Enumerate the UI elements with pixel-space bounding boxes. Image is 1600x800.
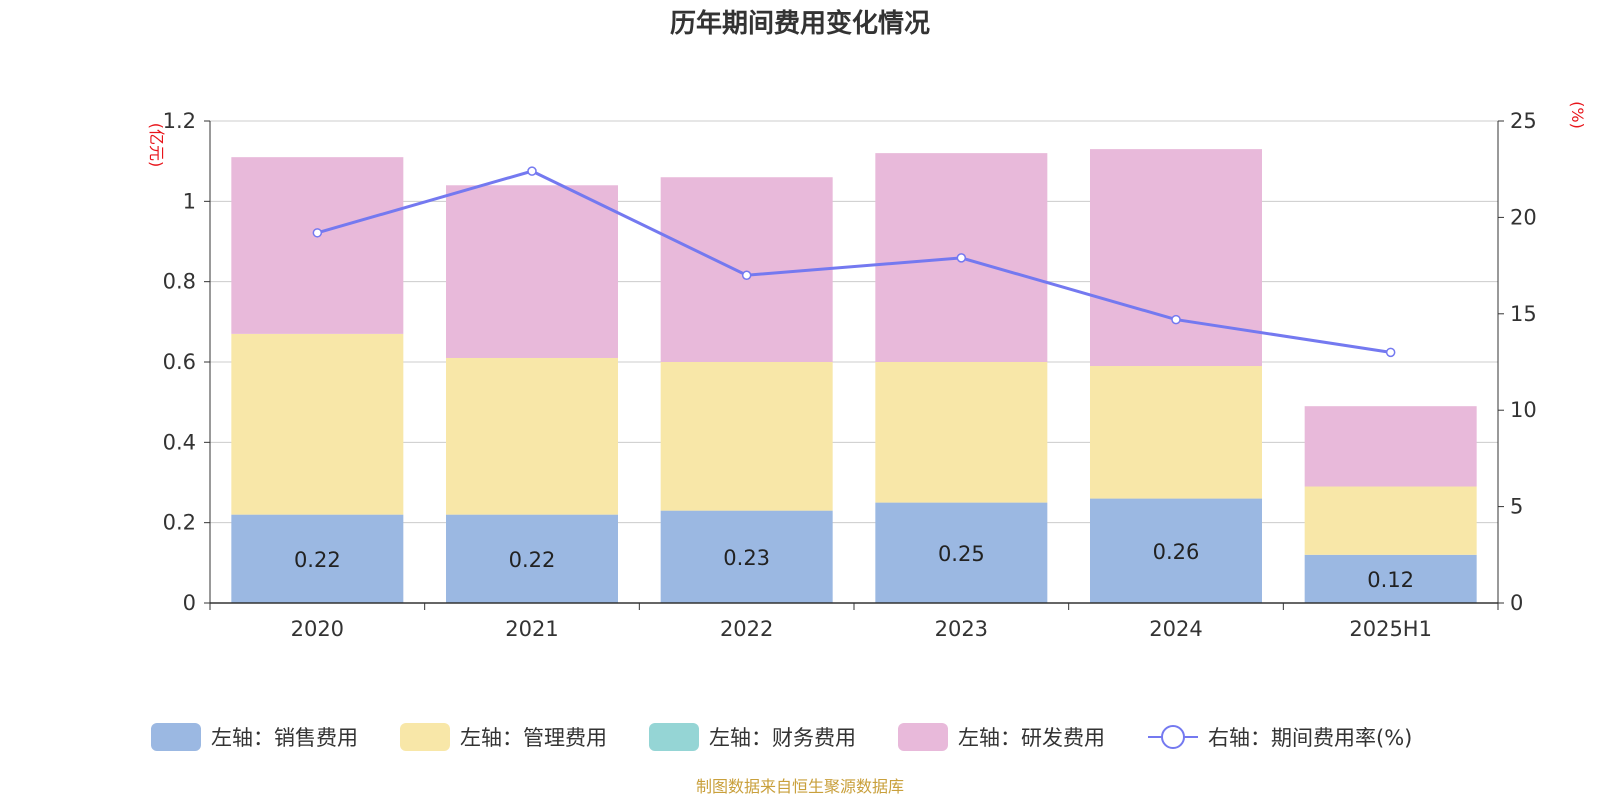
left-tick-label: 1.2 [163,109,196,133]
bar-segment [446,185,618,358]
left-tick-label: 0.4 [163,430,196,454]
bar-value-label: 0.26 [1153,540,1200,564]
x-tick-label: 2021 [505,617,558,641]
bar-segment [446,514,618,603]
legend-label: 右轴：期间费用率(%) [1208,726,1412,750]
x-tick-label: 2020 [291,617,344,641]
left-tick-label: 0.2 [163,511,196,535]
bar-segment [875,362,1048,503]
chart-title: 历年期间费用变化情况 [670,8,930,39]
right-axis-unit: (%) [1568,101,1587,129]
bar-segment [231,157,404,334]
left-tick-label: 1 [183,189,196,213]
bar-value-label: 0.22 [509,548,556,572]
bar-segment [1304,406,1477,487]
left-axis-unit: (亿元) [147,123,166,168]
legend-swatch [151,723,201,751]
bar-segment [1090,149,1262,367]
rate-point [1171,314,1181,325]
bar-segment [1304,486,1477,555]
right-tick-label: 20 [1510,205,1537,229]
bar-value-label: 0.22 [294,548,341,572]
legend-label: 左轴：财务费用 [709,726,856,750]
bar-segment [231,514,404,603]
legend-swatch [898,723,948,751]
rate-point [527,166,537,176]
bar-segment [1304,554,1477,603]
bar-value-label: 0.12 [1367,568,1414,592]
bar-segment [1090,498,1262,603]
x-tick-label: 2025H1 [1349,617,1432,641]
legend: 左轴：销售费用 左轴：管理费用 左轴：财务费用 左轴：研发费用 右轴：期间费用率(%) [151,723,1412,751]
source-note: 制图数据来自恒生聚源数据库 [696,777,904,796]
right-tick-label: 5 [1510,495,1523,519]
right-tick-label: 25 [1510,109,1537,133]
legend-label: 左轴：研发费用 [958,726,1105,750]
bar-value-label: 0.23 [723,546,770,570]
legend-label: 左轴：管理费用 [460,726,607,750]
legend-swatch [400,723,450,751]
left-tick-label: 0.8 [163,270,196,294]
bar-segment [660,510,833,603]
bar-segment [446,357,618,515]
rate-point [1385,347,1396,358]
x-tick-label: 2024 [1149,617,1202,641]
legend-swatch [649,723,699,751]
rate-point [312,228,323,238]
legend-marker [1161,725,1185,749]
bar-segment [875,502,1048,603]
right-tick-label: 15 [1510,302,1537,326]
x-tick-label: 2023 [935,617,988,641]
x-tick-label: 2022 [720,617,773,641]
rate-line [312,166,1396,358]
rate-point [956,253,967,263]
bar-segment [231,333,404,515]
axes: 0 0.2 0.4 0.6 0.8 1 1.2 0 5 10 15 20 25 2020 2021 2022 2… [163,109,1537,641]
bar-segment [660,362,833,511]
left-tick-label: 0 [183,591,196,615]
right-tick-label: 0 [1510,591,1523,615]
rate-line-path [316,169,1391,354]
left-tick-label: 0.6 [163,350,196,374]
grid-lines [210,120,1498,524]
bars: 0.22 0.22 0.23 0.25 0.26 0.12 [231,149,1477,603]
bar-value-label: 0.25 [938,542,985,566]
rate-point [741,270,752,280]
right-tick-label: 10 [1510,398,1537,422]
legend-label: 左轴：销售费用 [211,726,358,750]
bar-segment [1090,366,1262,499]
